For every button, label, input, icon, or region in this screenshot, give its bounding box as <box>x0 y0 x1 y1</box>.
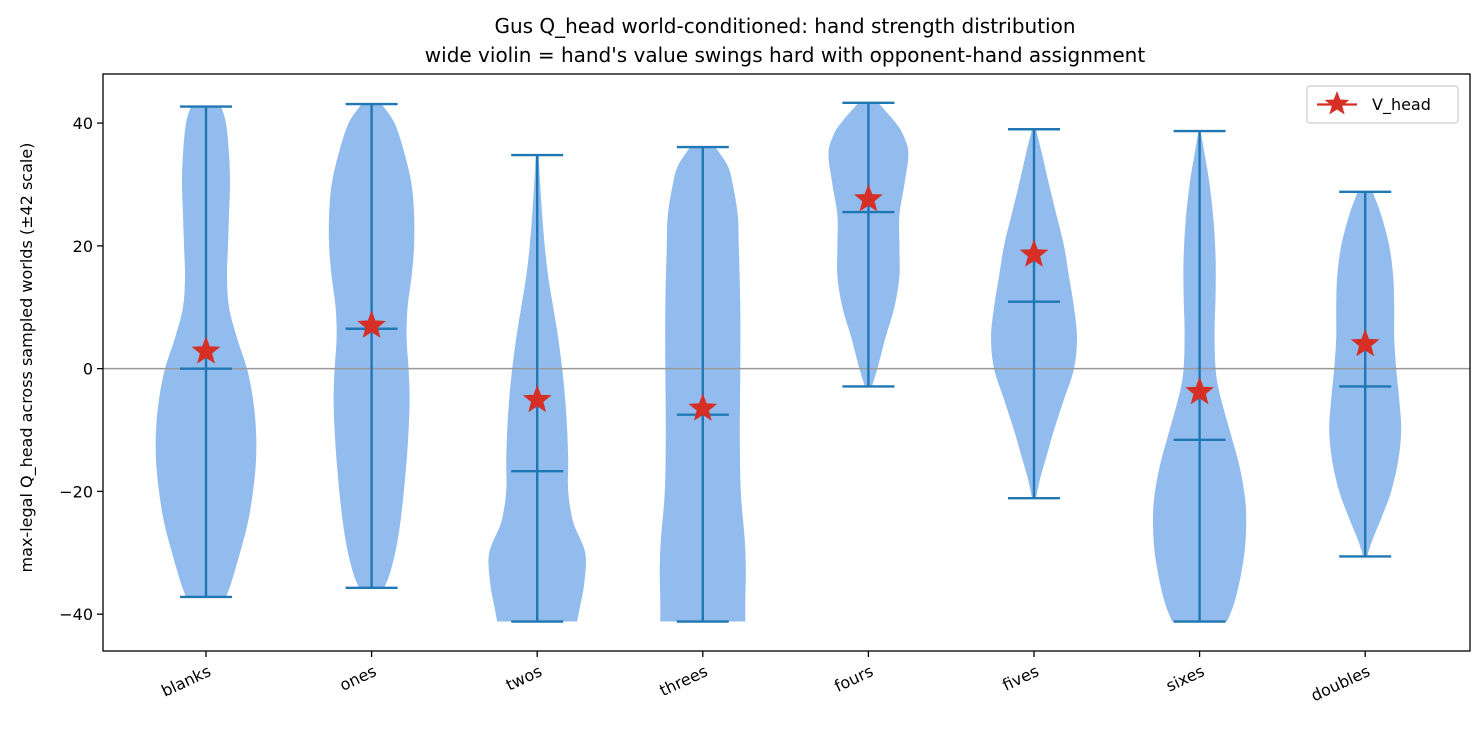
y-tick-label-40: 40 <box>73 114 93 133</box>
x-tick-label-blanks: blanks <box>158 661 213 700</box>
v-head-star-twos <box>522 384 552 413</box>
chart-title: Gus Q_head world-conditioned: hand stren… <box>494 14 1075 38</box>
v-head-star-fives <box>1019 239 1049 267</box>
legend: V_head <box>1306 85 1459 124</box>
x-axis: blanks ones twos threes fours fives sixes doubl… <box>158 651 1373 705</box>
chart-subtitle: wide violin = hand's value swings hard w… <box>425 43 1146 67</box>
y-axis: −40 −20 0 20 40 <box>59 114 103 624</box>
v-head-star-threes <box>688 393 718 421</box>
x-tick-label-ones: ones <box>337 661 380 694</box>
x-tick-label-twos: twos <box>503 661 545 694</box>
violin-layer <box>155 102 1402 622</box>
x-tick-label-sixes: sixes <box>1163 661 1207 695</box>
v-head-star-doubles <box>1350 328 1380 357</box>
v-head-star-ones <box>357 310 386 338</box>
x-tick-label-fives: fives <box>999 661 1041 694</box>
x-tick-label-threes: threes <box>657 661 711 700</box>
x-tick-label-doubles: doubles <box>1308 661 1373 705</box>
x-tick-label-fours: fours <box>831 661 876 695</box>
y-tick-label--40: −40 <box>59 605 93 624</box>
v-head-star-sixes <box>1185 376 1214 405</box>
y-axis-label: max-legal Q_head across sampled worlds (… <box>17 143 37 573</box>
v-head-star-blanks <box>191 336 221 364</box>
legend-star-icon <box>1324 91 1350 115</box>
y-tick-label--20: −20 <box>59 482 93 501</box>
legend-label-v-head: V_head <box>1372 95 1431 115</box>
plot-area-frame <box>102 73 1471 652</box>
marker-layer <box>191 184 1380 421</box>
y-tick-label-20: 20 <box>73 237 93 256</box>
y-tick-label-0: 0 <box>83 360 93 379</box>
legend-box <box>1306 85 1459 124</box>
v-head-star-fours <box>854 184 883 212</box>
